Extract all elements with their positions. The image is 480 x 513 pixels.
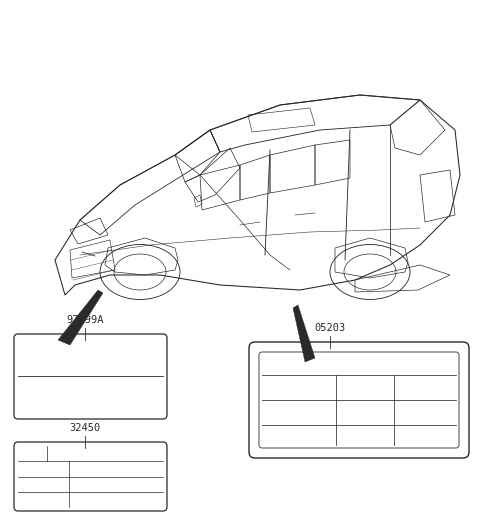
Text: 05203: 05203 [314, 323, 346, 333]
Polygon shape [293, 305, 315, 362]
Text: 97699A: 97699A [66, 315, 104, 325]
Polygon shape [58, 290, 103, 345]
Text: 32450: 32450 [70, 423, 101, 433]
